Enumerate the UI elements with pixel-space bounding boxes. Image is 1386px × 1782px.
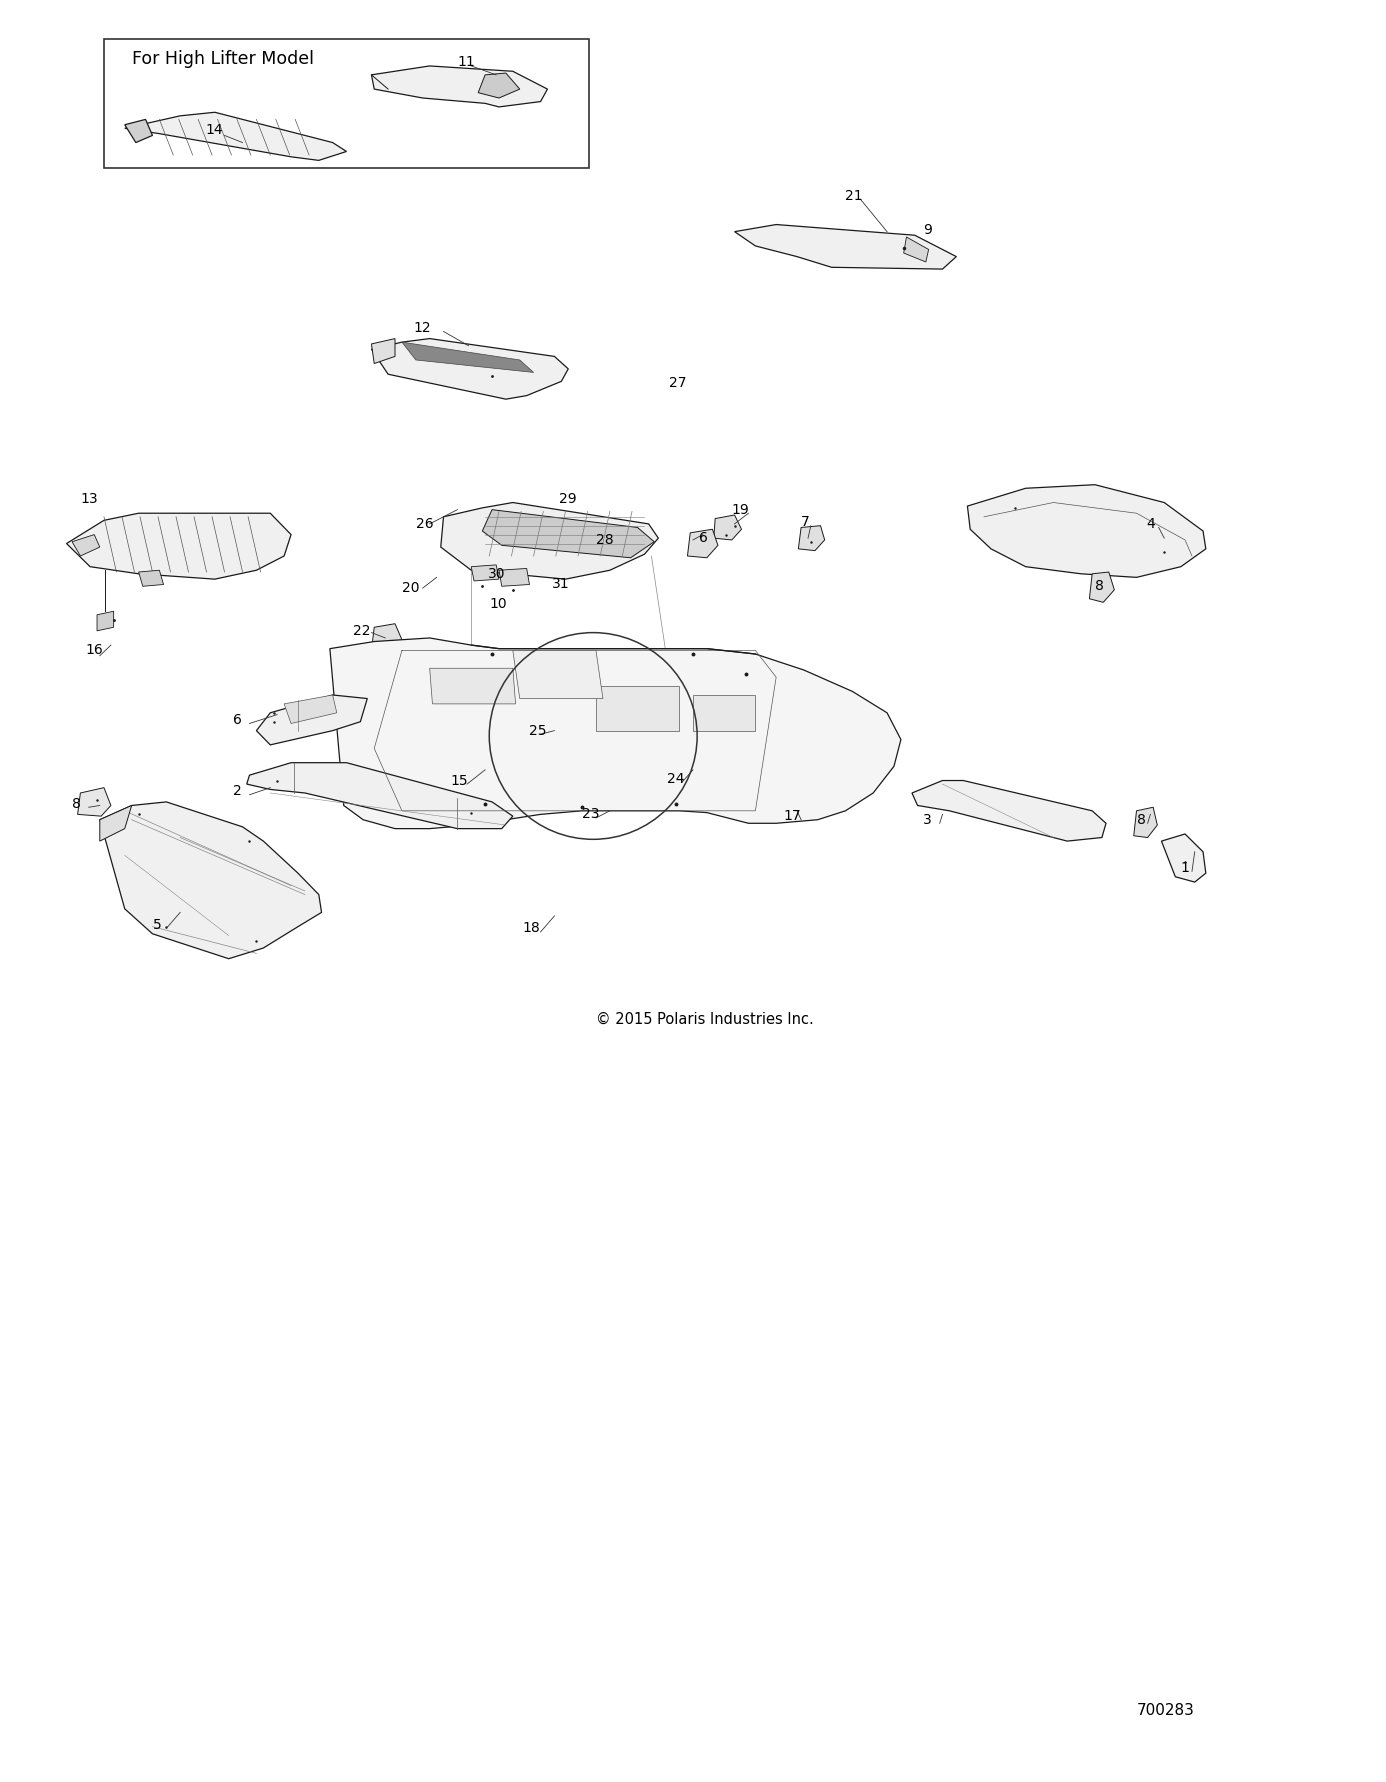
Text: 700283: 700283 bbox=[1137, 1704, 1195, 1718]
Text: 15: 15 bbox=[450, 773, 468, 788]
Polygon shape bbox=[97, 611, 114, 631]
Text: 18: 18 bbox=[523, 921, 541, 936]
Text: 2: 2 bbox=[233, 784, 241, 798]
Text: For High Lifter Model: For High Lifter Model bbox=[132, 50, 313, 68]
Text: 19: 19 bbox=[732, 503, 750, 517]
Text: 20: 20 bbox=[402, 581, 420, 595]
Polygon shape bbox=[371, 339, 395, 364]
Text: 3: 3 bbox=[923, 813, 931, 827]
Polygon shape bbox=[1134, 807, 1157, 838]
Text: © 2015 Polaris Industries Inc.: © 2015 Polaris Industries Inc. bbox=[596, 1012, 814, 1026]
Text: 11: 11 bbox=[457, 55, 475, 69]
Text: 17: 17 bbox=[783, 809, 801, 823]
Text: 25: 25 bbox=[529, 723, 547, 738]
Text: 6: 6 bbox=[233, 713, 241, 727]
Polygon shape bbox=[482, 510, 654, 558]
Text: 27: 27 bbox=[669, 376, 687, 390]
Text: 14: 14 bbox=[205, 123, 223, 137]
Text: 8: 8 bbox=[72, 797, 80, 811]
Polygon shape bbox=[967, 485, 1206, 577]
Polygon shape bbox=[78, 788, 111, 816]
Polygon shape bbox=[67, 513, 291, 579]
Text: 10: 10 bbox=[489, 597, 507, 611]
Polygon shape bbox=[735, 225, 956, 269]
Text: 4: 4 bbox=[1146, 517, 1155, 531]
Text: 29: 29 bbox=[559, 492, 577, 506]
Polygon shape bbox=[798, 526, 825, 551]
Text: 30: 30 bbox=[488, 567, 506, 581]
Polygon shape bbox=[100, 805, 132, 841]
Polygon shape bbox=[72, 535, 100, 556]
Polygon shape bbox=[471, 565, 499, 581]
Polygon shape bbox=[441, 503, 658, 579]
Polygon shape bbox=[596, 686, 679, 731]
Text: 1: 1 bbox=[1181, 861, 1189, 875]
Text: 16: 16 bbox=[86, 643, 104, 658]
Polygon shape bbox=[402, 342, 534, 372]
Polygon shape bbox=[904, 237, 929, 262]
Polygon shape bbox=[125, 112, 346, 160]
Text: 24: 24 bbox=[667, 772, 685, 786]
Polygon shape bbox=[912, 781, 1106, 841]
Polygon shape bbox=[478, 73, 520, 98]
Polygon shape bbox=[371, 624, 402, 652]
Polygon shape bbox=[330, 638, 901, 829]
Polygon shape bbox=[1089, 572, 1114, 602]
Text: 31: 31 bbox=[552, 577, 570, 592]
Text: 5: 5 bbox=[152, 918, 161, 932]
Polygon shape bbox=[687, 529, 718, 558]
Polygon shape bbox=[513, 650, 603, 699]
Text: 23: 23 bbox=[582, 807, 600, 822]
Text: 7: 7 bbox=[801, 515, 809, 529]
Polygon shape bbox=[125, 119, 152, 143]
Polygon shape bbox=[371, 339, 568, 399]
Text: 28: 28 bbox=[596, 533, 614, 547]
Polygon shape bbox=[139, 570, 164, 586]
Text: 21: 21 bbox=[845, 189, 863, 203]
Polygon shape bbox=[430, 668, 516, 704]
Text: 12: 12 bbox=[413, 321, 431, 335]
Polygon shape bbox=[1161, 834, 1206, 882]
Polygon shape bbox=[100, 802, 322, 959]
Polygon shape bbox=[371, 66, 547, 107]
Polygon shape bbox=[499, 568, 529, 586]
Polygon shape bbox=[714, 515, 742, 540]
Polygon shape bbox=[284, 695, 337, 723]
Text: 6: 6 bbox=[699, 531, 707, 545]
Text: 9: 9 bbox=[923, 223, 931, 237]
Text: 22: 22 bbox=[353, 624, 371, 638]
Polygon shape bbox=[693, 695, 755, 731]
Text: 26: 26 bbox=[416, 517, 434, 531]
Text: 8: 8 bbox=[1137, 813, 1145, 827]
Text: 13: 13 bbox=[80, 492, 98, 506]
FancyBboxPatch shape bbox=[104, 39, 589, 168]
Text: 8: 8 bbox=[1095, 579, 1103, 593]
Polygon shape bbox=[247, 763, 513, 829]
Polygon shape bbox=[256, 695, 367, 745]
